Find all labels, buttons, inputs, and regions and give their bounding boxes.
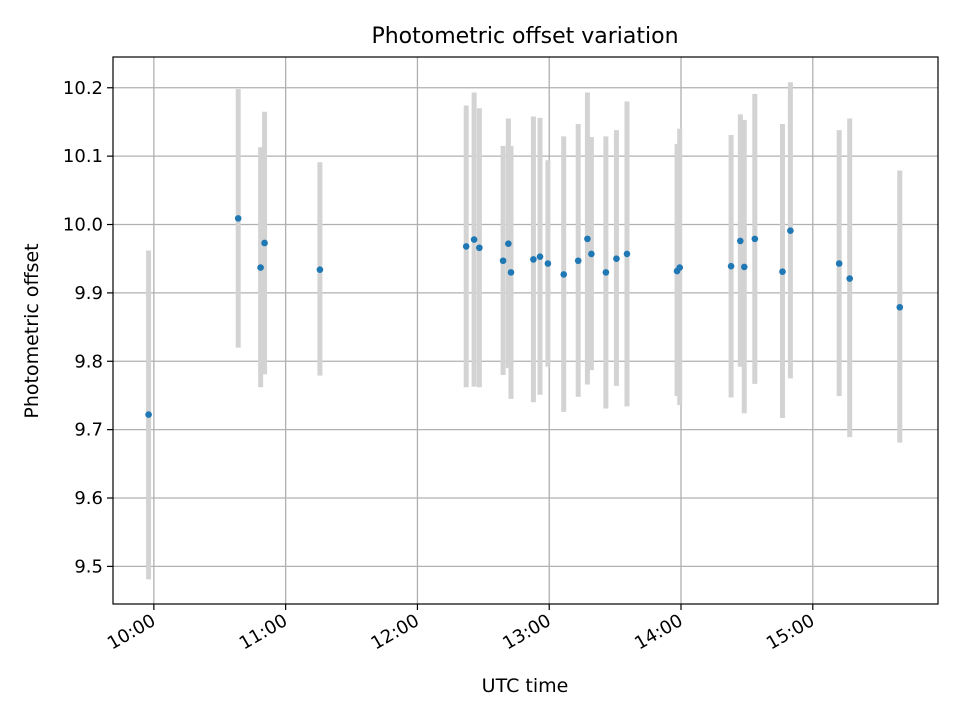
data-point (896, 303, 904, 311)
data-point (560, 271, 568, 278)
data-point (779, 268, 786, 275)
data-point (676, 264, 683, 271)
data-point (727, 262, 735, 270)
data-point (499, 257, 507, 265)
data-point (835, 260, 843, 267)
data-point (470, 236, 478, 243)
y-axis-label: Photometric offset (21, 243, 43, 418)
data-point (316, 266, 324, 273)
y-tick-label: 10.0 (63, 215, 103, 236)
plot-frame (112, 56, 939, 605)
y-tick-label: 9.6 (74, 488, 103, 509)
data-point (536, 253, 544, 260)
data-point (544, 260, 552, 267)
data-point (787, 227, 794, 234)
y-tick-label: 10.2 (63, 78, 103, 99)
y-tick-label: 9.5 (74, 556, 103, 577)
x-axis-label: UTC time (482, 675, 569, 697)
y-tick-label: 9.9 (74, 283, 103, 304)
data-point (530, 256, 537, 263)
data-point (584, 235, 591, 243)
grid-lines (113, 57, 938, 604)
data-point (613, 255, 620, 263)
y-axis-ticks: 9.5 9.6 9.7 9.8 9.9 10.0 10.1 10.2 (63, 78, 113, 577)
y-tick-label: 9.8 (74, 351, 103, 372)
data-point (145, 411, 152, 418)
data-point (261, 239, 268, 247)
data-point (462, 243, 470, 250)
data-points (145, 215, 904, 418)
data-point (846, 275, 854, 282)
data-point (257, 264, 264, 271)
data-point (737, 237, 744, 245)
y-tick-label: 10.1 (63, 146, 103, 167)
data-point (588, 250, 595, 258)
data-point (234, 215, 242, 222)
data-point (602, 269, 610, 276)
data-point (507, 269, 515, 276)
data-point (476, 244, 483, 252)
data-point (751, 235, 759, 243)
data-point (505, 240, 512, 247)
chart-title: Photometric offset variation (371, 24, 678, 49)
data-point (740, 263, 748, 271)
y-tick-label: 9.7 (74, 420, 103, 441)
data-point (623, 250, 631, 258)
data-point (574, 257, 582, 265)
